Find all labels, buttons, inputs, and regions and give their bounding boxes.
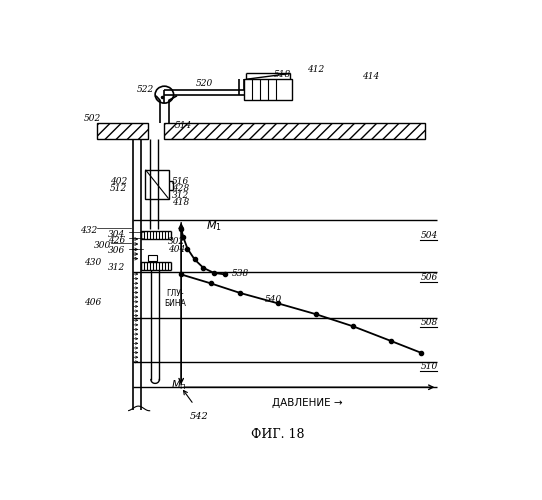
Text: 540: 540 — [265, 295, 282, 304]
Text: 312: 312 — [172, 190, 189, 200]
Bar — [244, 79, 293, 100]
Text: 406: 406 — [83, 298, 101, 307]
Text: 542: 542 — [190, 412, 208, 420]
Text: 414: 414 — [362, 72, 379, 80]
Text: 402: 402 — [109, 177, 127, 186]
Text: 404: 404 — [167, 245, 185, 254]
Text: 306: 306 — [108, 246, 125, 256]
Text: 428: 428 — [172, 184, 189, 192]
Text: 432: 432 — [80, 226, 98, 234]
Text: $M_1$: $M_1$ — [207, 220, 222, 233]
Text: ГЛУ-
БИНА: ГЛУ- БИНА — [164, 289, 186, 308]
Text: 304: 304 — [108, 230, 125, 238]
Bar — [97, 123, 147, 139]
Text: 302: 302 — [167, 237, 185, 246]
Text: 514: 514 — [175, 121, 192, 130]
Text: 502: 502 — [83, 114, 101, 124]
Bar — [149, 255, 157, 261]
Text: 508: 508 — [421, 318, 438, 327]
Text: 504: 504 — [421, 230, 438, 239]
Text: 522: 522 — [137, 85, 154, 94]
Text: ДАВЛЕНИЕ →: ДАВЛЕНИЕ → — [272, 398, 343, 407]
Text: 506: 506 — [421, 273, 438, 282]
Bar — [164, 123, 425, 139]
Text: 412: 412 — [307, 65, 325, 74]
Text: 430: 430 — [83, 258, 101, 266]
Text: 510: 510 — [421, 362, 438, 370]
Bar — [145, 170, 169, 198]
Text: 426: 426 — [108, 236, 125, 244]
Text: 538: 538 — [231, 269, 249, 278]
Text: 512: 512 — [109, 184, 127, 192]
Text: ФИГ. 18: ФИГ. 18 — [251, 428, 305, 440]
Text: 418: 418 — [172, 198, 189, 206]
Text: 516: 516 — [172, 177, 189, 186]
Text: 520: 520 — [196, 78, 213, 88]
Text: 300: 300 — [94, 241, 111, 250]
Text: 518: 518 — [274, 70, 291, 79]
Text: $M_{\Pi}$: $M_{\Pi}$ — [171, 378, 186, 392]
Text: 312: 312 — [108, 264, 125, 272]
